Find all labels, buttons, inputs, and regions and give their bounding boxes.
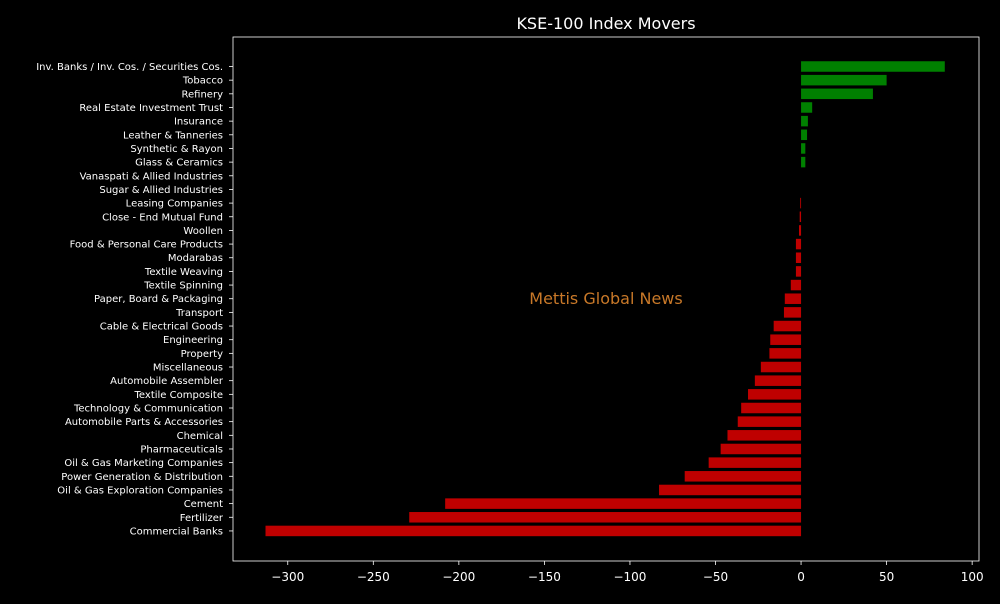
bar [801,129,808,141]
bar [801,143,806,154]
x-tick-label: 100 [961,570,984,584]
category-label: Power Generation & Distribution [61,472,223,483]
bar [801,102,813,113]
bar [659,484,802,496]
bar [801,115,808,127]
bar [737,416,802,427]
bar [783,307,802,318]
category-label: Cable & Electrical Goods [100,322,223,333]
bar [748,389,802,400]
x-tick-label: 50 [879,570,894,584]
x-tick-label: −100 [613,570,646,584]
bar [770,334,802,345]
bar [265,525,802,537]
bar [754,375,802,386]
category-label: Woollen [183,226,223,237]
bar [784,293,802,304]
plot-area: Inv. Banks / Inv. Cos. / Securities Cos.… [36,36,984,584]
category-label: Automobile Assembler [110,376,224,387]
bar [801,61,945,72]
category-label: Insurance [174,117,223,128]
x-tick-label: −250 [357,570,390,584]
category-label: Leather & Tanneries [123,130,223,141]
x-tick-label: −300 [271,570,304,584]
bar [409,512,802,523]
category-label: Commercial Banks [130,526,223,537]
category-label: Refinery [182,89,224,100]
category-label: Textile Composite [134,390,223,401]
category-label: Property [181,349,223,360]
bar [801,156,806,168]
category-label: Pharmaceuticals [140,444,223,455]
category-label: Engineering [163,335,223,346]
category-label: Modarabas [168,253,223,264]
category-label: Miscellaneous [153,363,223,374]
category-label: Leasing Companies [126,199,223,210]
bar [795,252,802,263]
category-label: Cement [184,499,223,510]
bar [801,74,887,86]
category-label: Oil & Gas Marketing Companies [64,458,223,469]
category-label: Synthetic & Rayon [130,144,223,155]
bar [684,471,802,482]
bar [769,348,802,359]
bar [790,279,802,291]
plot-frame [232,36,980,562]
bar [795,266,802,277]
x-tick-label: −200 [442,570,475,584]
bar [801,88,873,100]
bar [799,225,802,236]
bar [708,457,802,468]
category-label: Fertilizer [180,513,224,524]
category-label: Close - End Mutual Fund [102,212,223,223]
bar [773,320,802,332]
chart-title: KSE-100 Index Movers [516,14,695,33]
x-tick-label: −50 [703,570,728,584]
category-label: Glass & Ceramics [135,158,223,169]
category-label: Tobacco [182,76,223,87]
bar [727,430,802,441]
category-label: Sugar & Allied Industries [99,185,223,196]
category-label: Inv. Banks / Inv. Cos. / Securities Cos. [36,62,223,73]
category-label: Vanaspati & Allied Industries [80,171,223,182]
category-label: Textile Weaving [144,267,223,278]
category-label: Transport [175,308,223,319]
x-tick-label: 0 [797,570,805,584]
bar [795,238,802,250]
bar [799,211,802,223]
category-label: Paper, Board & Packaging [94,294,223,305]
category-label: Automobile Parts & Accessories [65,417,223,428]
category-label: Technology & Communication [73,404,223,415]
bar [741,402,802,414]
x-tick-label: −150 [528,570,561,584]
bar [445,498,802,509]
watermark-text: Mettis Global News [529,289,682,308]
bar [720,443,802,455]
category-label: Textile Spinning [143,281,223,292]
bar [800,197,802,209]
category-label: Chemical [177,431,223,442]
category-label: Real Estate Investment Trust [79,103,223,114]
category-label: Food & Personal Care Products [70,240,223,251]
category-label: Oil & Gas Exploration Companies [57,485,223,496]
bar [760,361,802,373]
